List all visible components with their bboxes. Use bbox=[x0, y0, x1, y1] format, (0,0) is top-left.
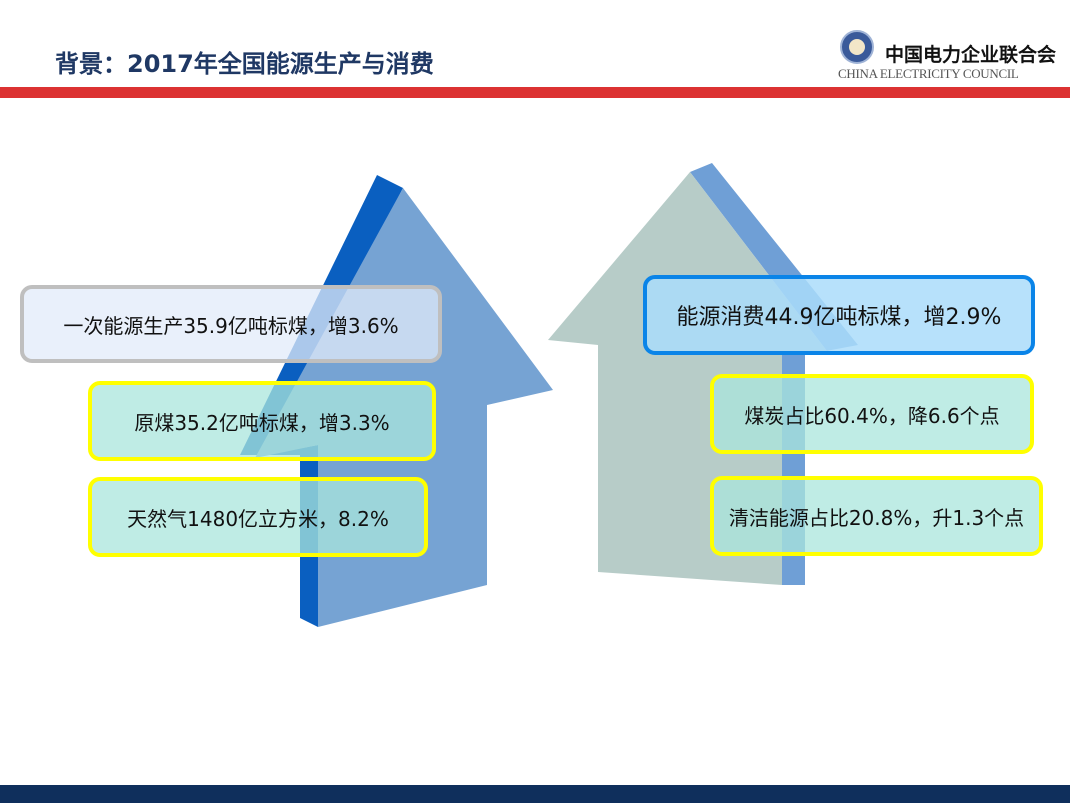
header-divider bbox=[0, 87, 1070, 98]
logo-chinese: 中国电力企业联合会 bbox=[885, 44, 1057, 66]
right-arrow-side bbox=[690, 163, 858, 585]
raw-coal-box: 原煤35.2亿吨标煤，增3.3% bbox=[88, 381, 436, 461]
footer-bar bbox=[0, 785, 1070, 803]
logo-english: CHINA ELECTRICITY COUNCIL bbox=[838, 66, 1019, 81]
production-total-box: 一次能源生产35.9亿吨标煤，增3.6% bbox=[20, 285, 442, 363]
consumption-total-box: 能源消费44.9亿吨标煤，增2.9% bbox=[643, 275, 1035, 355]
clean-energy-box: 清洁能源占比20.8%，升1.3个点 bbox=[710, 476, 1043, 556]
page-title: 背景：2017年全国能源生产与消费 bbox=[55, 50, 434, 78]
natural-gas-box: 天然气1480亿立方米，8.2% bbox=[88, 477, 428, 557]
logo-seal-icon bbox=[840, 30, 874, 64]
coal-share-box: 煤炭占比60.4%，降6.6个点 bbox=[710, 374, 1034, 454]
